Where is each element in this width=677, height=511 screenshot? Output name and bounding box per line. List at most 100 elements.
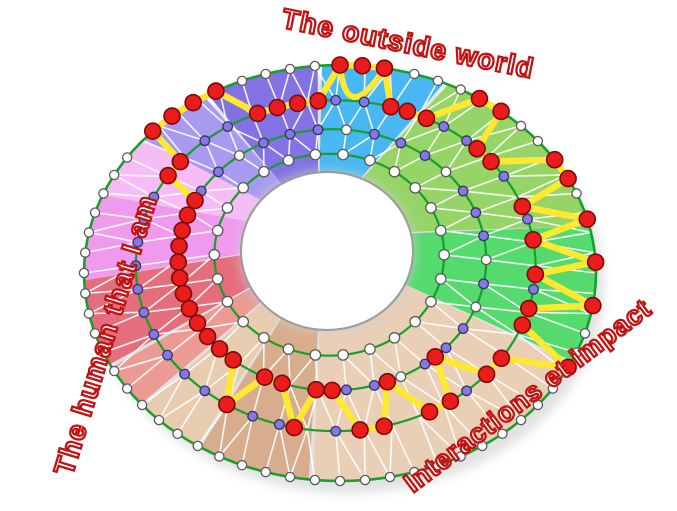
node-ring3 bbox=[340, 384, 352, 396]
node-ring3 bbox=[395, 137, 407, 149]
node-ring1 bbox=[579, 328, 591, 339]
node-ring2 bbox=[132, 236, 144, 248]
node-ring2 bbox=[199, 385, 211, 397]
node-ring4 bbox=[309, 148, 322, 161]
red-node bbox=[285, 418, 303, 437]
node-ring3 bbox=[440, 166, 452, 178]
node-ring1 bbox=[236, 75, 248, 87]
red-node bbox=[578, 210, 597, 228]
node-ring4 bbox=[337, 349, 349, 361]
red-node bbox=[174, 284, 193, 303]
node-ring1 bbox=[571, 347, 582, 358]
red-node bbox=[170, 237, 188, 255]
red-node bbox=[420, 403, 439, 421]
red-node bbox=[309, 92, 328, 110]
node-ring2 bbox=[138, 213, 150, 225]
red-node bbox=[186, 191, 204, 210]
node-ring1 bbox=[334, 475, 346, 487]
wedge-purple-light bbox=[143, 96, 282, 201]
red-node bbox=[224, 351, 243, 369]
red-node bbox=[143, 122, 162, 140]
red-node bbox=[513, 197, 532, 216]
node-ring4 bbox=[258, 165, 270, 178]
red-node bbox=[210, 340, 229, 358]
node-ring1 bbox=[236, 459, 248, 471]
node-ring2 bbox=[132, 283, 144, 295]
node-ring2 bbox=[247, 410, 259, 422]
node-ring1 bbox=[79, 247, 91, 258]
red-level-nodes bbox=[143, 56, 605, 439]
node-ring3 bbox=[212, 166, 224, 178]
red-node bbox=[470, 89, 489, 108]
red-node bbox=[288, 94, 307, 113]
red-node bbox=[559, 169, 577, 188]
red-node bbox=[169, 253, 188, 271]
node-ring4 bbox=[258, 331, 270, 344]
node-ring1 bbox=[98, 188, 109, 199]
node-ring4 bbox=[388, 165, 401, 178]
red-node bbox=[378, 372, 397, 391]
red-node bbox=[382, 97, 400, 116]
red-node bbox=[441, 392, 460, 411]
node-ring4 bbox=[237, 181, 250, 194]
node-ring1 bbox=[260, 68, 271, 80]
red-node bbox=[417, 109, 436, 128]
node-ring1 bbox=[108, 365, 120, 377]
node-ring2 bbox=[330, 94, 342, 106]
node-ring4 bbox=[208, 248, 221, 261]
node-ring1 bbox=[89, 207, 101, 218]
node-ring4 bbox=[211, 224, 224, 237]
node-ring1 bbox=[78, 267, 90, 279]
node-ring2 bbox=[148, 329, 160, 340]
red-node bbox=[545, 150, 564, 169]
node-ring1 bbox=[455, 84, 466, 95]
node-ring4 bbox=[364, 154, 376, 167]
red-node bbox=[353, 56, 372, 75]
node-ring3 bbox=[480, 254, 492, 266]
node-ring1 bbox=[532, 135, 544, 147]
node-ring2 bbox=[522, 213, 533, 225]
red-node bbox=[323, 381, 342, 400]
node-ring3 bbox=[419, 358, 431, 370]
node-ring3 bbox=[478, 278, 490, 290]
node-ring2 bbox=[199, 135, 211, 147]
node-ring1 bbox=[409, 466, 420, 478]
node-ring4 bbox=[211, 273, 224, 285]
node-ring1 bbox=[98, 347, 109, 358]
red-node bbox=[519, 299, 538, 318]
red-node bbox=[178, 206, 197, 224]
node-ring2 bbox=[528, 283, 540, 295]
node-ring1 bbox=[153, 414, 165, 426]
node-ring1 bbox=[409, 68, 420, 80]
red-node bbox=[426, 348, 445, 366]
node-ring1 bbox=[432, 459, 444, 471]
node-ring3 bbox=[395, 371, 407, 383]
node-ring4 bbox=[309, 349, 322, 361]
red-node bbox=[513, 316, 532, 334]
red-node bbox=[492, 349, 511, 368]
node-ring2 bbox=[162, 349, 173, 361]
red-node bbox=[170, 269, 189, 287]
red-node bbox=[559, 358, 577, 377]
node-ring1 bbox=[89, 328, 101, 339]
node-ring2 bbox=[498, 170, 510, 182]
node-ring3 bbox=[312, 124, 324, 136]
red-node bbox=[184, 93, 202, 112]
red-node bbox=[351, 421, 369, 439]
node-ring4 bbox=[434, 273, 447, 285]
node-ring1 bbox=[108, 169, 120, 181]
wedge-purple bbox=[208, 65, 318, 184]
red-node bbox=[586, 253, 605, 271]
node-ring1 bbox=[121, 152, 133, 163]
red-node bbox=[207, 82, 225, 100]
node-ring1 bbox=[432, 75, 444, 87]
red-node bbox=[331, 56, 349, 74]
red-node bbox=[584, 296, 602, 315]
red-node bbox=[307, 380, 325, 399]
wedge-red-light bbox=[111, 288, 262, 404]
node-ring3 bbox=[258, 137, 270, 149]
node-ring1 bbox=[455, 451, 466, 462]
center-hole bbox=[238, 169, 416, 333]
